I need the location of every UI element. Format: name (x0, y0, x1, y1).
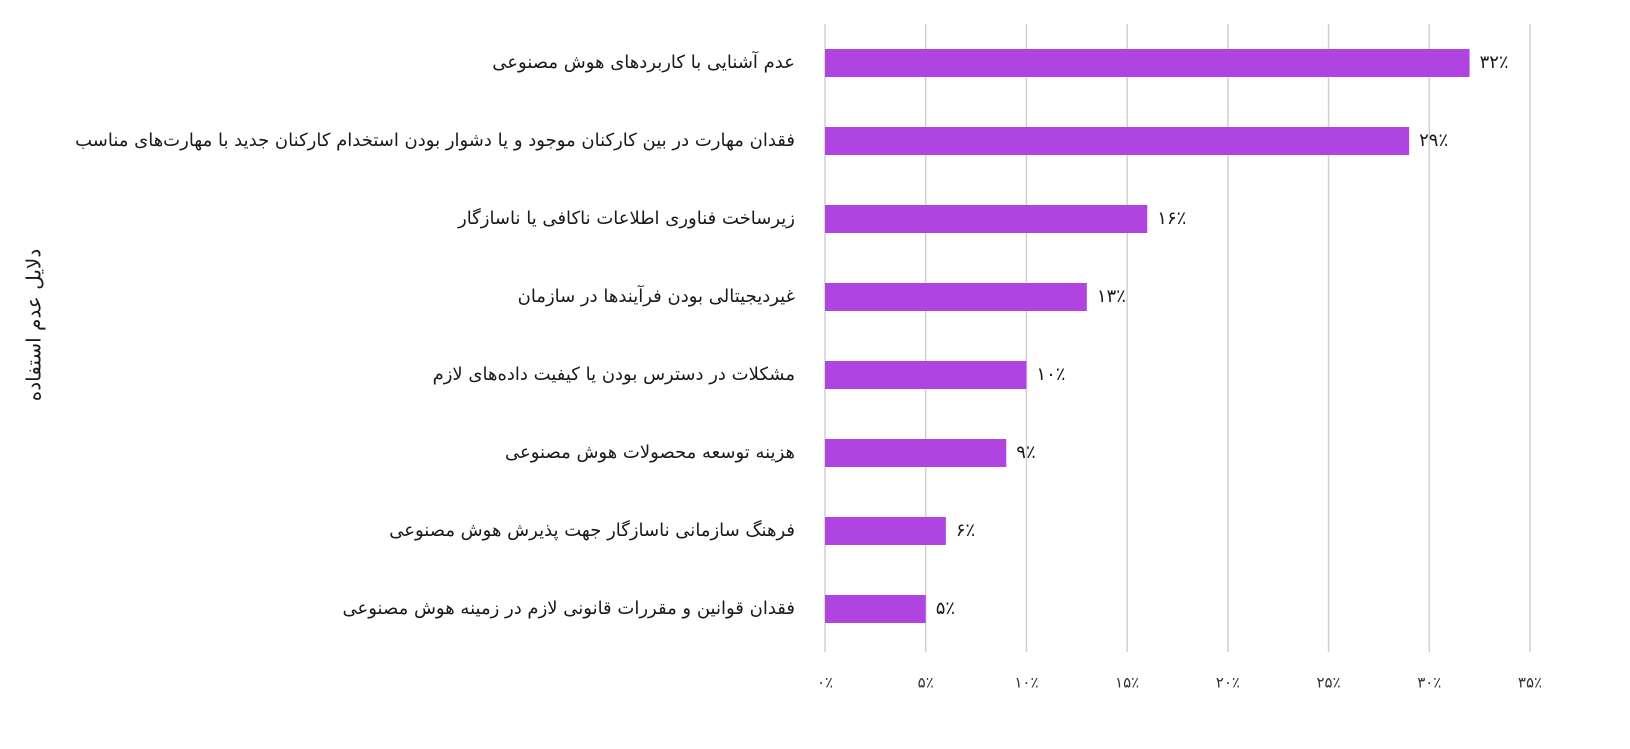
bars (825, 49, 1470, 623)
bar (825, 127, 1410, 155)
grid (824, 24, 1531, 652)
value-label: ۱۰٪ (1036, 364, 1065, 385)
x-tick-label: ۳۵٪ (1518, 674, 1542, 692)
category-label: عدم آشنایی با کاربردهای هوش مصنوعی (492, 50, 795, 73)
bar (825, 205, 1148, 233)
value-label: ۵٪ (936, 598, 955, 619)
value-label: ۶٪ (956, 520, 975, 541)
value-label: ۲۹٪ (1419, 130, 1448, 151)
bar (825, 439, 1007, 467)
value-label: ۱۶٪ (1157, 208, 1186, 229)
value-label: ۳۲٪ (1480, 52, 1509, 73)
value-label: ۱۳٪ (1097, 286, 1126, 307)
x-tick-label: ۱۰٪ (1014, 674, 1038, 692)
category-label: فرهنگ سازمانی ناسازگار جهت پذیرش هوش مصن… (389, 519, 795, 541)
x-tick-label: ۲۵٪ (1316, 674, 1340, 692)
category-label: زیرساخت فناوری اطلاعات ناکافی یا ناسازگا… (457, 207, 795, 229)
x-tick-label: ۱۵٪ (1115, 674, 1139, 692)
bar (825, 361, 1027, 389)
value-label: ۹٪ (1016, 442, 1035, 463)
category-label: فقدان قوانین و مقررات قانونی لازم در زمی… (343, 598, 796, 619)
x-tick-label: ۵٪ (918, 674, 934, 692)
bar (825, 595, 926, 623)
x-tick-label: ۲۰٪ (1216, 674, 1240, 692)
category-label: غیردیجیتالی بودن فرآیندها در سازمان (518, 284, 795, 307)
bar (825, 517, 946, 545)
labels: ۰٪ ۵٪ ۱۰٪ ۱۵٪ ۲۰٪ ۲۵٪ ۳۰٪ ۳۵٪ عدم آشنایی با کارب… (75, 50, 1542, 692)
category-label: فقدان مهارت در بین کارکنان موجود و یا دش… (75, 130, 795, 151)
bar (825, 49, 1470, 77)
x-tick-label: ۳۰٪ (1417, 674, 1441, 692)
bar (825, 283, 1087, 311)
category-label: مشکلات در دسترس بودن یا کیفیت داده‌های ل… (433, 364, 795, 385)
y-axis-title: دلایل عدم استفاده (22, 249, 46, 402)
category-label: هزینه توسعه محصولات هوش مصنوعی (505, 442, 795, 463)
x-tick-label: ۰٪ (817, 674, 833, 692)
